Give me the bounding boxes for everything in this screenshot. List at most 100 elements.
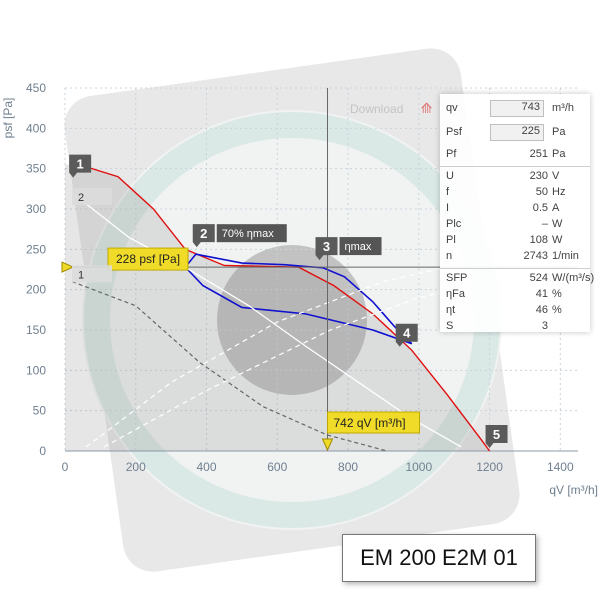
param-unit: V — [552, 170, 560, 182]
x-tick-label: 200 — [126, 460, 146, 474]
param-row-pf: Pf 251 Pa — [446, 148, 584, 164]
model-name-box: EM 200 E2M 01 — [342, 534, 536, 582]
side-label-text: 2 — [78, 192, 84, 204]
y-axis-label: psf [Pa] — [1, 98, 15, 139]
marker-number: 1 — [77, 157, 84, 172]
side-label-box — [72, 187, 112, 205]
series-line-6 — [85, 256, 490, 448]
param-label: ηFa — [446, 288, 465, 300]
param-unit: A — [552, 202, 560, 214]
marker-2-label: 70% ηmax — [222, 228, 274, 240]
param-row-eta-fa: ηFa 41 % — [446, 288, 584, 304]
y-tick-label: 450 — [26, 81, 46, 95]
param-unit: % — [552, 288, 562, 300]
marker-flag — [69, 154, 92, 178]
param-label: n — [446, 250, 453, 262]
y-tick-label: 350 — [26, 162, 46, 176]
param-label: Psf — [446, 126, 462, 138]
param-value: – — [541, 218, 548, 230]
marker-2-label-box — [216, 224, 287, 243]
pdf-icon[interactable]: ⟰ — [420, 100, 433, 116]
qv-axis-pointer — [321, 438, 334, 452]
param-unit: W/(m³/s) — [552, 272, 595, 284]
param-row-i: I 0.5 A — [446, 202, 584, 218]
marker-flag — [395, 323, 418, 347]
y-tick-label: 400 — [26, 121, 46, 135]
param-value: 230 — [529, 170, 548, 182]
param-row-eta-t: ηt 46 % — [446, 304, 584, 320]
param-row-psf: Psf 225 Pa — [446, 124, 584, 142]
param-label: Plc — [446, 218, 462, 230]
operating-area — [65, 164, 490, 451]
param-value: 50 — [535, 186, 548, 198]
model-name: EM 200 E2M 01 — [360, 545, 518, 570]
param-label: Pf — [446, 148, 457, 160]
param-unit: Hz — [552, 186, 566, 198]
param-label: Pl — [446, 234, 456, 246]
callouts: 228 psf [Pa] 742 qV [m³/h] 2 1 — [61, 187, 421, 452]
param-unit: Pa — [552, 148, 566, 160]
param-row-f: f 50 Hz — [446, 186, 584, 202]
param-unit: 1/min — [552, 250, 579, 262]
marker-flag — [485, 425, 508, 448]
param-unit: Pa — [552, 126, 566, 138]
x-axis-label: qV [m³/h] — [549, 483, 598, 497]
param-label: SFP — [446, 272, 468, 284]
qv-input[interactable]: 743 — [490, 100, 544, 117]
param-row-s: S 3 — [446, 320, 584, 336]
y-tick-label: 250 — [26, 242, 46, 256]
marker-flag — [192, 224, 215, 248]
x-tick-label: 0 — [62, 460, 69, 474]
download-button[interactable]: Download ⟰ — [350, 100, 432, 117]
qv-callout-box — [327, 411, 421, 434]
y-tick-label: 100 — [26, 363, 46, 377]
operating-area-shade — [65, 164, 490, 451]
psf-callout-box — [107, 247, 189, 271]
param-unit: % — [552, 304, 562, 316]
param-unit: W — [552, 234, 563, 246]
marker-number: 5 — [493, 427, 500, 442]
download-label[interactable]: Download — [350, 102, 404, 116]
param-value: 251 — [529, 148, 548, 160]
x-tick-label: 600 — [267, 460, 287, 474]
param-label: ηt — [446, 304, 456, 316]
psf-input[interactable]: 225 — [490, 124, 544, 141]
divider — [440, 268, 590, 269]
param-row-pl: Pl 108 W — [446, 234, 584, 250]
divider — [440, 166, 590, 167]
param-label: S — [446, 320, 454, 332]
param-value: 46 — [535, 304, 548, 316]
param-row-u: U 230 V — [446, 170, 584, 186]
y-tick-label: 150 — [26, 323, 46, 337]
series-line-4 — [71, 281, 388, 452]
marker-flag — [315, 237, 338, 261]
param-unit: W — [552, 218, 563, 230]
param-label: U — [446, 170, 454, 182]
parameter-panel: qv 743 m³/h Psf 225 Pa Pf 251 Pa U 230 V… — [440, 94, 594, 332]
param-label: f — [446, 186, 450, 198]
psf-axis-pointer — [61, 261, 75, 273]
psf-callout-text: 228 psf [Pa] — [116, 252, 180, 266]
x-tick-label: 400 — [197, 460, 217, 474]
y-tick-label: 50 — [33, 404, 47, 418]
param-unit: m³/h — [552, 102, 574, 114]
marker-3-label-box — [339, 237, 382, 256]
qv-callout-text: 742 qV [m³/h] — [334, 416, 406, 430]
y-tick-label: 300 — [26, 202, 46, 216]
x-tick-label: 1000 — [405, 460, 432, 474]
marker-3-label: ηmax — [345, 241, 372, 253]
param-value: 524 — [529, 272, 548, 284]
side-label-text: 1 — [78, 269, 84, 281]
x-tick-label: 1400 — [547, 460, 574, 474]
param-value: 108 — [529, 234, 548, 246]
marker-number: 4 — [403, 326, 411, 341]
param-value: 0.5 — [532, 202, 548, 214]
side-label-box — [72, 265, 112, 283]
param-row-sfp: SFP 524 W/(m³/s) — [446, 272, 594, 288]
param-value: 2743 — [523, 250, 548, 262]
param-value: 3 — [541, 320, 548, 332]
point-markers: 1 2 3 4 5 70% ηmax ηmax — [69, 154, 508, 448]
x-tick-label: 1200 — [476, 460, 503, 474]
marker-number: 2 — [200, 226, 207, 241]
